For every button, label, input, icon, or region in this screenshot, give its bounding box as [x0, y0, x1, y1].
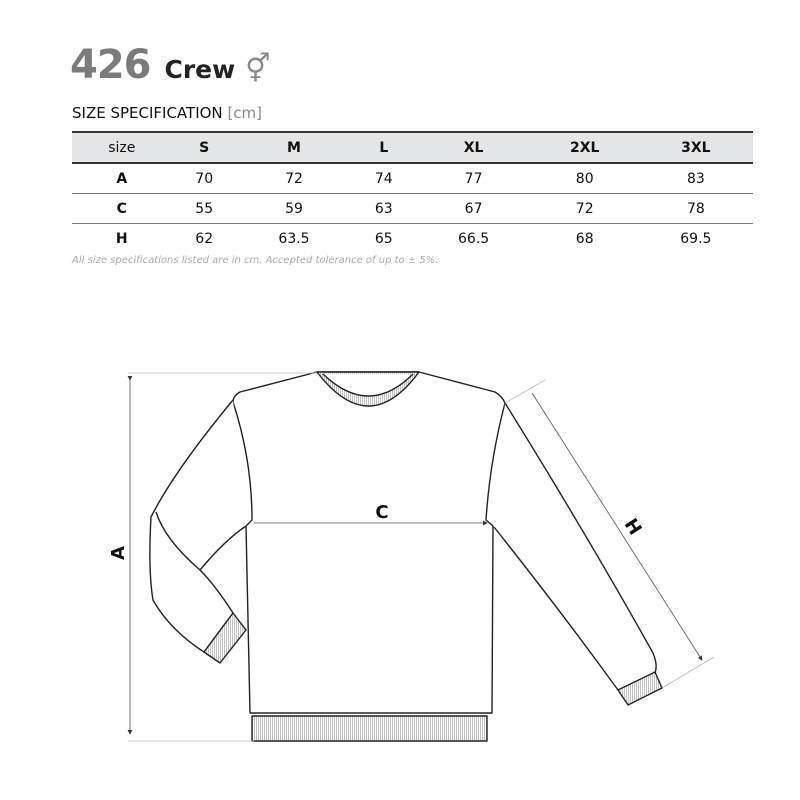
column-header: L: [379, 139, 389, 156]
table-cell: 62: [195, 230, 214, 247]
dimension-h-line: [531, 392, 703, 661]
column-header: M: [287, 139, 301, 156]
table-row: H 62 63.5 65 66.5 68 69.5: [72, 224, 753, 254]
table-cell: 80: [575, 170, 594, 187]
table-header-row: size S M L XL 2XL 3XL: [72, 132, 753, 163]
table-cell: 77: [464, 170, 483, 187]
dimension-a-label: A: [108, 546, 129, 560]
dimension-guides: [128, 372, 715, 742]
spec-heading: SIZE SPECIFICATION [cm]: [72, 104, 262, 122]
table-cell: 78: [686, 200, 705, 217]
table-cell: 68: [575, 230, 594, 247]
table-cell: 69.5: [680, 230, 712, 247]
column-header: S: [199, 139, 210, 156]
spec-unit: [cm]: [227, 104, 263, 122]
spec-title: SIZE SPECIFICATION: [72, 104, 223, 122]
table-cell: 63.5: [278, 230, 310, 247]
column-header: 2XL: [569, 139, 600, 156]
dimension-h-label: H: [620, 515, 646, 539]
row-label: C: [116, 200, 127, 217]
column-header: 3XL: [681, 139, 711, 156]
table-cell: 70: [195, 170, 214, 187]
table-cell: 67: [464, 200, 483, 217]
product-title: 426 Crew ⚥: [70, 42, 271, 88]
table-cell: 65: [374, 230, 393, 247]
dimension-lines: [127, 376, 703, 735]
unisex-icon: ⚥: [245, 52, 271, 85]
dimension-c-label: C: [375, 502, 388, 523]
row-label: A: [116, 170, 128, 187]
table-cell: 59: [285, 200, 303, 217]
row-label: H: [115, 230, 128, 247]
column-header: XL: [463, 139, 484, 156]
table-cell: 72: [285, 170, 303, 187]
model-number: 426: [70, 42, 151, 88]
table-cell: 63: [374, 200, 393, 217]
table-row: C 55 59 63 67 72 78: [72, 194, 753, 224]
column-header: size: [108, 139, 136, 156]
model-name: Crew: [164, 55, 236, 84]
table-row: A 70 72 74 77 80 83: [72, 163, 753, 194]
tolerance-note: All size specifications listed are in cm…: [72, 255, 439, 266]
table-cell: 72: [575, 200, 594, 217]
table-cell: 55: [195, 200, 214, 217]
table-cell: 66.5: [458, 230, 490, 247]
size-table: size S M L XL 2XL 3XL A 70 72 74 77 80 83 C 55 59…: [72, 131, 753, 253]
garment-outline: [149, 371, 663, 742]
table-cell: 74: [374, 170, 393, 187]
table-cell: 83: [686, 170, 705, 187]
